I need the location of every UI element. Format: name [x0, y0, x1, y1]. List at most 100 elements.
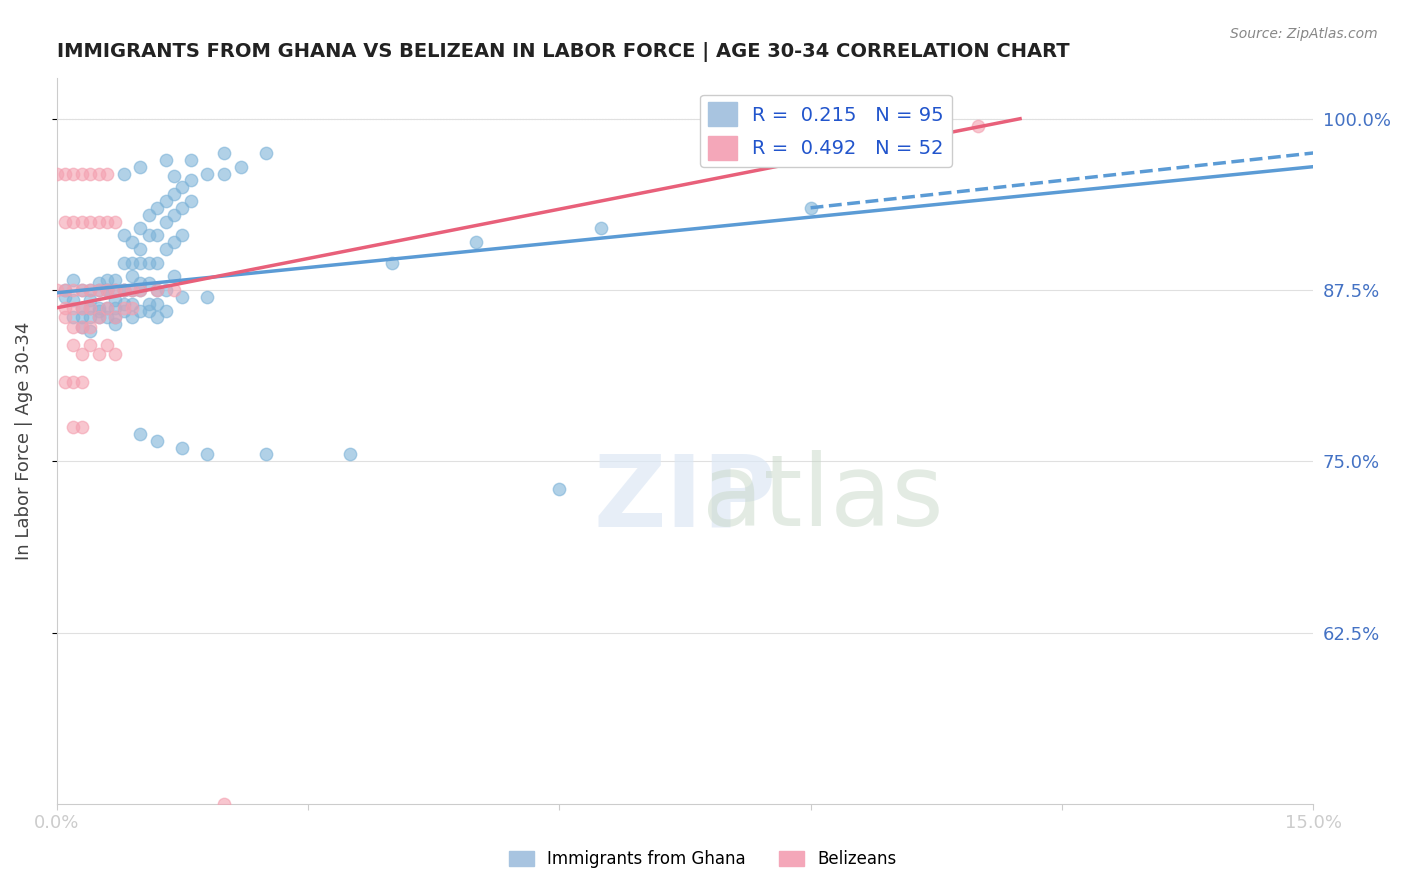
Immigrants from Ghana [129, 160, 152, 174]
Immigrants from Ghana [339, 448, 361, 462]
Immigrants from Ghana [381, 255, 404, 269]
Text: Source: ZipAtlas.com: Source: ZipAtlas.com [1230, 27, 1378, 41]
Immigrants from Ghana [197, 448, 219, 462]
Immigrants from Ghana [155, 303, 177, 318]
Belizeans [53, 301, 76, 315]
Immigrants from Ghana [79, 283, 101, 297]
Immigrants from Ghana [172, 201, 194, 215]
Immigrants from Ghana [172, 290, 194, 304]
Belizeans [87, 167, 110, 181]
Immigrants from Ghana [163, 169, 186, 184]
Immigrants from Ghana [87, 283, 110, 297]
Immigrants from Ghana [62, 310, 84, 325]
Immigrants from Ghana [138, 303, 160, 318]
Text: IMMIGRANTS FROM GHANA VS BELIZEAN IN LABOR FORCE | AGE 30-34 CORRELATION CHART: IMMIGRANTS FROM GHANA VS BELIZEAN IN LAB… [56, 42, 1069, 62]
Immigrants from Ghana [163, 235, 186, 249]
Immigrants from Ghana [180, 173, 202, 187]
Y-axis label: In Labor Force | Age 30-34: In Labor Force | Age 30-34 [15, 322, 32, 560]
Immigrants from Ghana [121, 310, 143, 325]
Belizeans [79, 214, 101, 228]
Immigrants from Ghana [254, 145, 277, 160]
Belizeans [112, 301, 135, 315]
Belizeans [121, 301, 143, 315]
Belizeans [62, 420, 84, 434]
Belizeans [62, 214, 84, 228]
Belizeans [53, 375, 76, 389]
Belizeans [87, 310, 110, 325]
Belizeans [62, 375, 84, 389]
Immigrants from Ghana [79, 310, 101, 325]
Immigrants from Ghana [212, 145, 235, 160]
Belizeans [62, 301, 84, 315]
Immigrants from Ghana [180, 153, 202, 167]
Immigrants from Ghana [163, 208, 186, 222]
Immigrants from Ghana [254, 448, 277, 462]
Immigrants from Ghana [70, 283, 93, 297]
Immigrants from Ghana [129, 283, 152, 297]
Immigrants from Ghana [138, 228, 160, 243]
Immigrants from Ghana [70, 320, 93, 334]
Immigrants from Ghana [129, 426, 152, 441]
Belizeans [70, 167, 93, 181]
Immigrants from Ghana [112, 297, 135, 311]
Immigrants from Ghana [104, 293, 127, 307]
Belizeans [79, 338, 101, 352]
Immigrants from Ghana [62, 293, 84, 307]
Immigrants from Ghana [197, 290, 219, 304]
Belizeans [104, 347, 127, 361]
Belizeans [62, 338, 84, 352]
Immigrants from Ghana [121, 297, 143, 311]
Immigrants from Ghana [591, 221, 613, 235]
Immigrants from Ghana [138, 276, 160, 290]
Belizeans [53, 214, 76, 228]
Immigrants from Ghana [112, 283, 135, 297]
Immigrants from Ghana [172, 180, 194, 194]
Immigrants from Ghana [464, 235, 486, 249]
Immigrants from Ghana [146, 434, 169, 448]
Immigrants from Ghana [104, 273, 127, 287]
Belizeans [53, 167, 76, 181]
Immigrants from Ghana [146, 283, 169, 297]
Immigrants from Ghana [172, 228, 194, 243]
Immigrants from Ghana [87, 276, 110, 290]
Belizeans [79, 301, 101, 315]
Immigrants from Ghana [79, 293, 101, 307]
Immigrants from Ghana [87, 303, 110, 318]
Belizeans [104, 214, 127, 228]
Immigrants from Ghana [70, 310, 93, 325]
Immigrants from Ghana [121, 255, 143, 269]
Immigrants from Ghana [121, 269, 143, 284]
Text: ZIP: ZIP [593, 450, 776, 548]
Immigrants from Ghana [62, 273, 84, 287]
Immigrants from Ghana [104, 283, 127, 297]
Belizeans [96, 338, 118, 352]
Immigrants from Ghana [129, 255, 152, 269]
Belizeans [79, 283, 101, 297]
Immigrants from Ghana [112, 255, 135, 269]
Immigrants from Ghana [229, 160, 252, 174]
Belizeans [70, 301, 93, 315]
Belizeans [87, 347, 110, 361]
Belizeans [70, 347, 93, 361]
Belizeans [967, 119, 990, 133]
Belizeans [163, 283, 186, 297]
Immigrants from Ghana [121, 283, 143, 297]
Immigrants from Ghana [155, 153, 177, 167]
Immigrants from Ghana [112, 283, 135, 297]
Immigrants from Ghana [163, 269, 186, 284]
Immigrants from Ghana [197, 167, 219, 181]
Belizeans [45, 167, 67, 181]
Belizeans [62, 320, 84, 334]
Immigrants from Ghana [79, 301, 101, 315]
Belizeans [70, 283, 93, 297]
Immigrants from Ghana [104, 301, 127, 315]
Immigrants from Ghana [146, 255, 169, 269]
Immigrants from Ghana [129, 242, 152, 256]
Belizeans [112, 283, 135, 297]
Belizeans [70, 420, 93, 434]
Immigrants from Ghana [96, 283, 118, 297]
Immigrants from Ghana [96, 310, 118, 325]
Belizeans [53, 283, 76, 297]
Immigrants from Ghana [548, 482, 571, 496]
Immigrants from Ghana [146, 201, 169, 215]
